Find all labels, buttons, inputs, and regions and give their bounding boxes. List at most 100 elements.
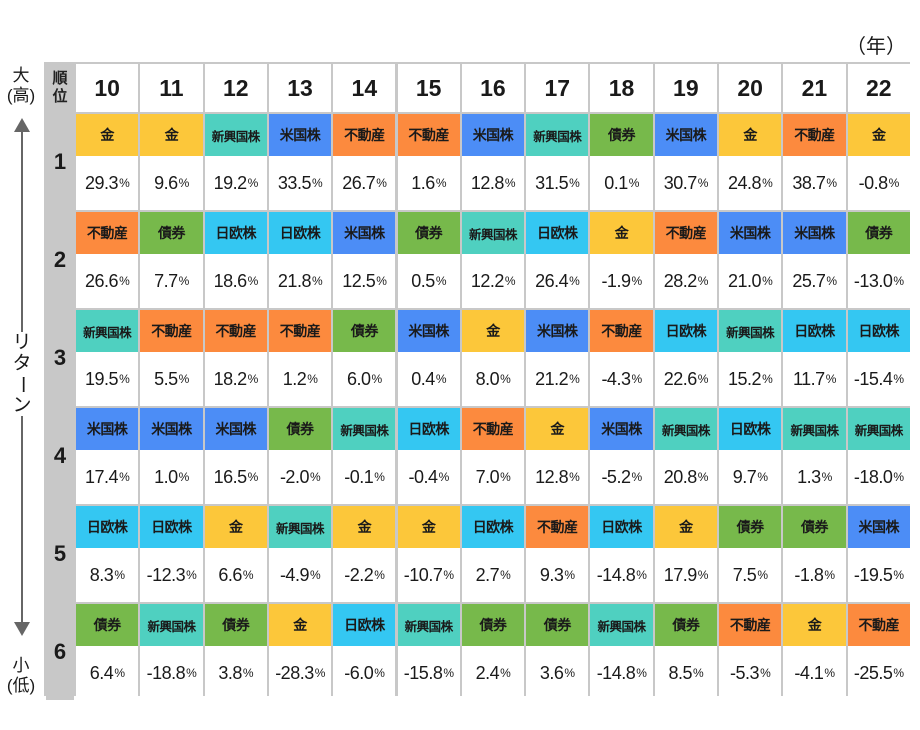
return-number: -13.0 [853, 270, 893, 291]
year-header: 15 [397, 64, 460, 112]
return-value: -10.7% [397, 548, 460, 602]
asset-class-label: 金 [654, 506, 717, 548]
percent-sign: % [893, 470, 904, 484]
axis-bottom-label: 小 (低) [6, 656, 36, 696]
return-number: 1.3 [797, 466, 821, 487]
percent-sign: % [826, 274, 837, 288]
return-number: 6.4 [89, 662, 114, 683]
asset-class-label: 新興国株 [76, 310, 139, 352]
percent-sign: % [697, 568, 709, 582]
asset-class-label: 債券 [590, 114, 653, 156]
return-value: -0.1% [333, 450, 396, 504]
percent-sign: % [178, 372, 190, 386]
return-number: 1.6 [411, 172, 435, 193]
return-number: -0.8 [858, 172, 889, 193]
percent-sign: % [376, 274, 387, 288]
return-value: 28.2% [654, 254, 717, 308]
return-number: 3.8 [218, 662, 242, 683]
return-value: 3.8% [204, 646, 267, 700]
return-number: 3.6 [539, 662, 564, 683]
percent-sign: % [569, 176, 580, 190]
percent-sign: % [178, 274, 190, 288]
return-value: -4.1% [783, 646, 846, 700]
percent-sign: % [311, 274, 323, 288]
asset-class-label: 金 [783, 604, 846, 646]
axis-bottom-word: 小 [12, 656, 30, 675]
axis-bottom-paren: (低) [6, 676, 36, 695]
return-value: 7.5% [719, 548, 782, 602]
asset-class-label: 米国株 [333, 212, 396, 254]
asset-class-label: 債券 [719, 506, 782, 548]
percent-sign: % [247, 372, 259, 386]
axis-middle-char: リ [12, 332, 32, 353]
percent-sign: % [242, 666, 254, 680]
asset-class-label: 金 [719, 114, 782, 156]
return-value: 29.3% [76, 156, 139, 210]
return-number: 18.2 [213, 368, 248, 389]
return-value: -15.8% [397, 646, 460, 700]
asset-class-label: 米国株 [268, 114, 332, 156]
return-number: -5.2 [601, 466, 631, 487]
asset-class-label: 金 [847, 114, 910, 156]
asset-class-label: 不動産 [333, 114, 396, 156]
asset-class-label: 米国株 [847, 506, 910, 548]
percent-sign: % [826, 176, 837, 190]
asset-class-label: 日欧株 [654, 310, 717, 352]
return-number: -1.9 [601, 270, 631, 291]
asset-class-label: 債券 [268, 408, 332, 450]
percent-sign: % [757, 568, 768, 582]
return-number: 26.4 [535, 270, 569, 291]
percent-sign: % [119, 176, 130, 190]
percent-sign: % [631, 372, 642, 386]
asset-class-label: 金 [397, 506, 460, 548]
return-value: -15.4% [847, 352, 910, 406]
percent-sign: % [374, 666, 385, 680]
asset-class-label: 日欧株 [397, 408, 460, 450]
percent-sign: % [693, 666, 704, 680]
percent-sign: % [760, 666, 771, 680]
asset-class-label: 米国株 [719, 212, 782, 254]
percent-sign: % [178, 176, 190, 190]
percent-sign: % [374, 470, 385, 484]
return-number: 20.8 [663, 466, 698, 487]
corner-char-1: 順 [52, 70, 68, 87]
percent-sign: % [371, 372, 383, 386]
return-number: 11.7 [793, 368, 825, 389]
asset-class-label: 日欧株 [461, 506, 525, 548]
axis-middle-label: リターン [11, 332, 33, 416]
return-number: 21.2 [535, 368, 569, 389]
return-number: -18.8 [146, 662, 186, 683]
asset-class-label: 債券 [847, 212, 910, 254]
return-number: 9.7 [732, 466, 757, 487]
return-number: -4.9 [279, 564, 310, 585]
year-header: 13 [268, 64, 332, 112]
percent-sign: % [631, 274, 642, 288]
return-number: -15.4 [853, 368, 893, 389]
return-value: 9.3% [526, 548, 589, 602]
asset-class-label: 不動産 [140, 310, 203, 352]
asset-class-label: 債券 [526, 604, 589, 646]
return-value: 17.9% [654, 548, 717, 602]
asset-class-label: 新興国株 [526, 114, 589, 156]
return-value: -6.0% [333, 646, 396, 700]
asset-class-label: 日欧株 [847, 310, 910, 352]
return-value: -0.8% [847, 156, 910, 210]
return-number: -6.0 [344, 662, 374, 683]
year-header: 16 [461, 64, 525, 112]
percent-sign: % [636, 568, 647, 582]
asset-class-label: 新興国株 [268, 506, 332, 548]
asset-class-label: 米国株 [204, 408, 267, 450]
return-number: -12.3 [146, 564, 186, 585]
axis-top-paren: (高) [6, 86, 36, 105]
year-header: 21 [783, 64, 846, 112]
return-number: 38.7 [792, 172, 826, 193]
percent-sign: % [435, 176, 447, 190]
asset-class-label: 金 [461, 310, 525, 352]
return-value: 26.6% [76, 254, 139, 308]
percent-sign: % [821, 470, 833, 484]
asset-class-label: 新興国株 [847, 408, 910, 450]
return-value: 5.5% [140, 352, 203, 406]
percent-sign: % [435, 372, 447, 386]
asset-class-label: 債券 [461, 604, 525, 646]
asset-class-label: 日欧株 [526, 212, 589, 254]
